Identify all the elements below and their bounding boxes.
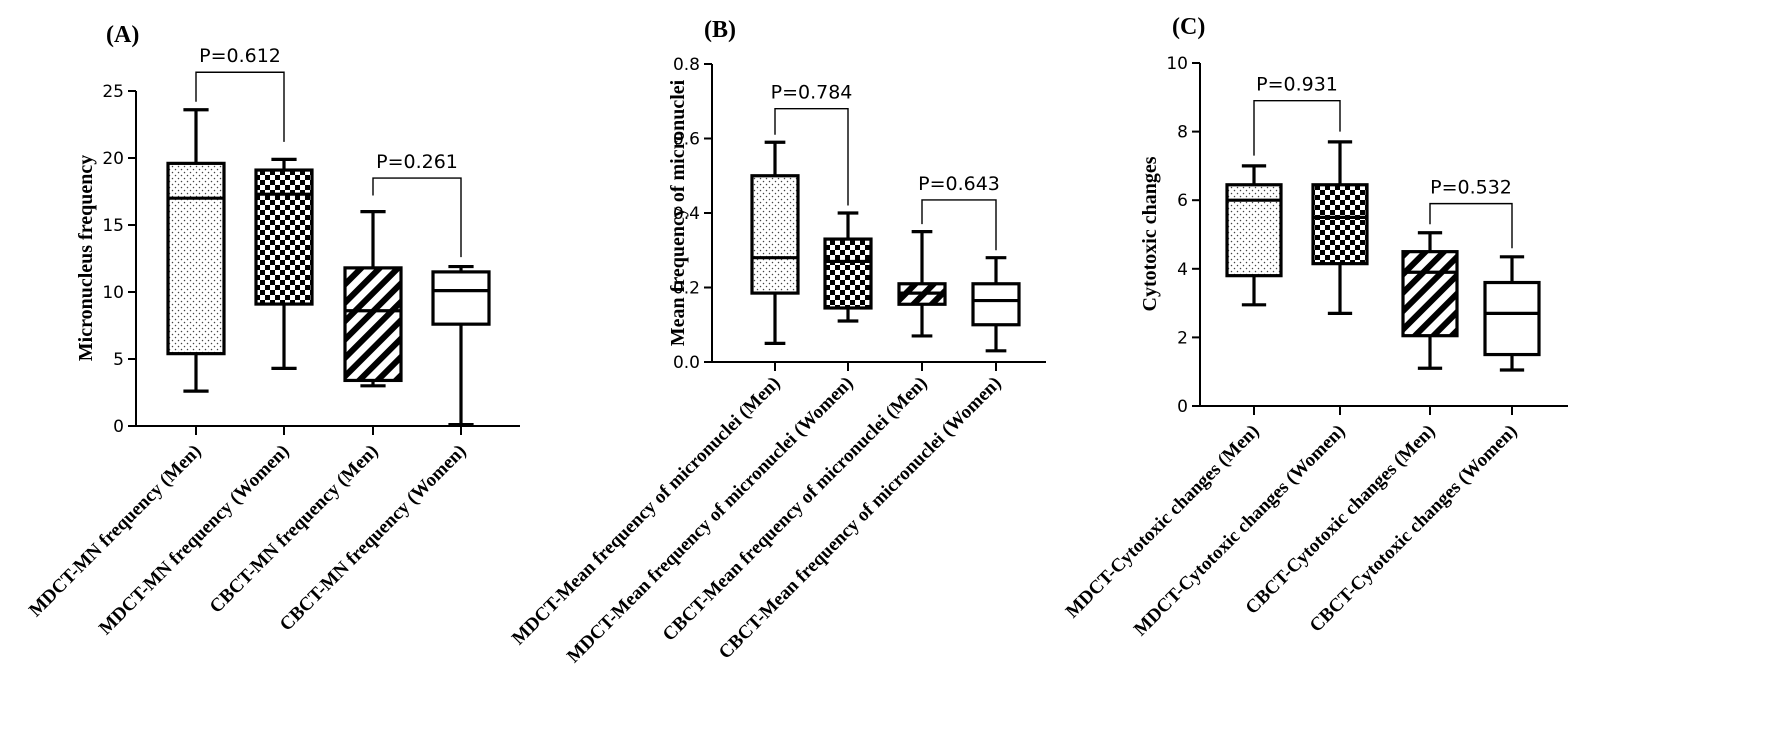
box-plot [1401,231,1459,370]
panel-a: (A) Micronucleus frequency 0 5 10 15 20 25 MDCT-… [25,22,520,639]
box-plot [1483,255,1541,372]
category-label: CBCT-Mean frequency of micronuclei (Wome… [715,373,1006,664]
significance-bracket [372,177,462,258]
significance-bracket [921,199,997,251]
category-label: CBCT-MN frequency (Women) [276,441,471,636]
box-iqr [1401,250,1459,338]
y-tick-label: 0.4 [673,204,700,224]
p-value-label: P=0.784 [771,82,853,104]
significance-bracket [195,71,285,142]
panel-label: (B) [704,17,736,43]
box-plot [1225,164,1283,307]
y-tick-label: 10 [102,283,124,303]
y-tick-label: 0 [1177,397,1188,417]
y-tick-label: 0.6 [673,130,700,150]
box-plot [431,264,491,427]
box-plot [254,157,314,370]
category-label: MDCT-Mean frequency of micronuclei (Men) [508,373,785,650]
box-iqr [1225,183,1283,278]
category-label: CBCT-Mean frequency of micronuclei (Men) [659,373,932,646]
y-tick-label: 5 [113,350,124,370]
box-plot [1311,140,1369,315]
category-label: MDCT-MN frequency (Women) [95,441,293,639]
y-tick-label: 2 [1177,328,1188,348]
p-value-label: P=0.532 [1430,177,1512,199]
p-value-label: P=0.931 [1256,74,1338,96]
box-plot [823,211,873,323]
panel-b: (B) Mean frequency of micronuclei 0.0 0.2 0.… [508,17,1046,667]
significance-bracket [1429,202,1513,249]
y-tick-label: 20 [102,149,124,169]
y-tick-label: 4 [1177,260,1188,280]
panel-label: (C) [1172,14,1205,40]
box-plot [897,230,947,338]
box-iqr [1311,183,1369,266]
y-tick-label: 0.0 [673,353,700,373]
box-iqr [254,168,314,306]
y-tick-label: 6 [1177,191,1188,211]
box-plot [750,140,800,345]
significance-bracket [774,108,849,206]
p-value-label: P=0.643 [918,173,1000,195]
box-iqr [750,174,800,295]
category-label: CBCT-MN frequency (Men) [206,441,383,618]
box-iqr [343,266,403,383]
y-axis-label: Mean frequency of micronuclei [667,79,689,346]
panel-c: (C)Cytotoxic changes0246810MDCT-Cytotoxi… [1062,14,1568,640]
y-tick-label: 0.2 [673,279,700,299]
box-plot [166,108,226,393]
category-label: MDCT-Mean frequency of micronuclei (Wome… [563,373,857,667]
y-tick-label: 25 [102,82,124,102]
y-tick-label: 10 [1166,54,1188,74]
y-tick-label: 0 [113,417,124,437]
box-iqr [1483,280,1541,357]
p-value-label: P=0.612 [199,45,281,67]
box-iqr [971,282,1021,327]
box-iqr [823,237,873,310]
y-tick-label: 8 [1177,123,1188,143]
y-axis-label: Cytotoxic changes [1139,156,1161,311]
significance-bracket [1253,100,1341,156]
y-tick-label: 0.8 [673,55,700,75]
box-plot [971,256,1021,353]
box-iqr [166,161,226,356]
box-plot [343,210,403,388]
p-value-label: P=0.261 [376,151,458,173]
y-tick-label: 15 [102,216,124,236]
box-iqr [431,270,491,326]
panel-label: (A) [106,22,139,48]
category-label: MDCT-MN frequency (Men) [25,441,206,622]
y-axis-label: Micronucleus frequency [75,155,97,361]
